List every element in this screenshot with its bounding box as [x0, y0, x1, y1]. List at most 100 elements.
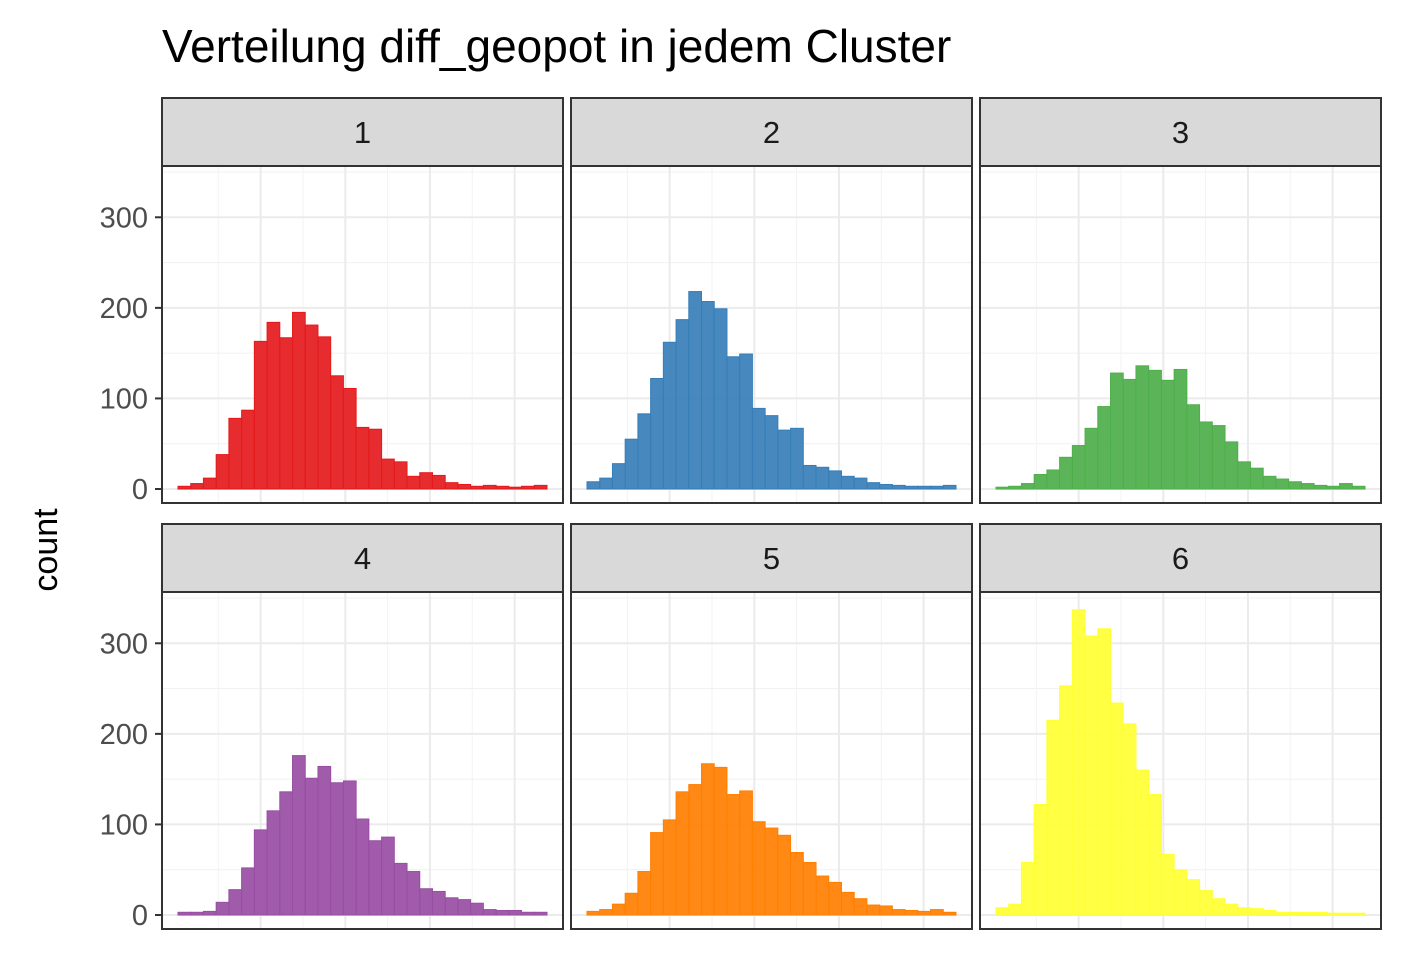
- histogram-bars: [995, 609, 1366, 916]
- histogram-bar: [917, 485, 932, 490]
- histogram-bar: [599, 477, 613, 490]
- histogram-bar: [521, 485, 535, 490]
- histogram-bar: [802, 861, 817, 916]
- histogram-bar: [533, 911, 548, 916]
- histogram-bar: [1097, 628, 1112, 916]
- histogram-bar: [1249, 908, 1264, 916]
- histogram-bar: [1300, 911, 1315, 916]
- histogram-bar: [1288, 481, 1302, 490]
- histogram-bar: [368, 840, 383, 916]
- facet-strip: [161, 97, 564, 167]
- histogram-bar: [521, 911, 535, 916]
- histogram-bar: [1033, 804, 1048, 916]
- histogram-bar: [1313, 484, 1328, 490]
- histogram-bar: [1275, 478, 1290, 490]
- histogram-bar: [624, 892, 639, 916]
- facet-strip-label: 5: [763, 541, 780, 576]
- histogram-bar: [1046, 469, 1061, 490]
- histogram-bar: [177, 485, 192, 490]
- histogram-bar: [701, 763, 715, 916]
- histogram-bar: [1249, 467, 1264, 490]
- histogram-bar: [995, 907, 1010, 916]
- histogram-bar: [1059, 456, 1073, 490]
- histogram-bar: [190, 483, 204, 490]
- facet-panel-3: 3: [979, 97, 1382, 504]
- histogram-bar: [675, 791, 690, 916]
- histogram-bar: [1326, 485, 1341, 490]
- histogram-bar: [1351, 485, 1366, 490]
- histogram-bar: [304, 324, 319, 490]
- histogram-bar: [879, 905, 893, 916]
- histogram-bar: [419, 472, 433, 490]
- panel-border: [161, 591, 564, 930]
- panel-border: [979, 591, 1382, 930]
- y-tick-label: 300: [100, 628, 148, 660]
- histogram-bar: [253, 829, 268, 916]
- histogram-bar: [355, 818, 370, 916]
- panel-border: [161, 165, 564, 504]
- histogram-bar: [431, 474, 446, 490]
- histogram-bar: [713, 766, 728, 916]
- histogram-bar: [381, 458, 395, 490]
- histogram-bar: [713, 308, 728, 490]
- histogram-bar: [241, 409, 255, 490]
- facet-strip-label: 3: [1172, 115, 1189, 150]
- histogram-bar: [1071, 445, 1086, 490]
- histogram-bar: [739, 790, 753, 916]
- histogram-bar: [470, 485, 484, 490]
- histogram-bar: [304, 777, 319, 916]
- histogram-bar: [1020, 483, 1035, 490]
- histogram-bar: [381, 836, 395, 916]
- histogram-bar: [1008, 485, 1022, 490]
- histogram-bar: [202, 910, 217, 916]
- histogram-bar: [215, 454, 230, 490]
- histogram-bar: [1339, 483, 1353, 490]
- histogram-bar: [1262, 909, 1277, 916]
- histogram-bar: [292, 311, 306, 490]
- histogram-bar: [815, 466, 830, 490]
- y-tick-label: 300: [100, 202, 148, 234]
- histogram-bar: [637, 871, 652, 916]
- histogram-bar: [190, 911, 204, 916]
- histogram-bar: [662, 341, 677, 490]
- histogram-bar: [637, 413, 652, 490]
- histogram-bar: [777, 834, 792, 916]
- histogram-bar: [228, 889, 243, 916]
- histogram-bar: [1326, 912, 1341, 916]
- histogram-bar: [1275, 911, 1290, 916]
- histogram-bar: [533, 484, 548, 490]
- histogram-bar: [508, 486, 523, 490]
- histogram-bar: [1262, 475, 1277, 490]
- histogram-bar: [355, 426, 370, 490]
- histogram-bar: [840, 475, 855, 490]
- histogram-bar: [942, 911, 957, 916]
- histogram-bar: [1313, 911, 1328, 916]
- histogram-bar: [624, 438, 639, 490]
- histogram-bar: [853, 898, 868, 916]
- histogram-bar: [444, 897, 459, 916]
- facet-grid: 1 0 100 200 300 2 3 4 0 100 200 300 5 6: [100, 97, 1382, 932]
- histogram-bar: [1160, 379, 1175, 490]
- panel-gridlines: [571, 592, 972, 929]
- histogram-bar: [1097, 406, 1112, 490]
- histogram-bar: [586, 481, 601, 490]
- histogram-bar: [1199, 890, 1213, 916]
- histogram-bar: [904, 909, 919, 916]
- histogram-bars: [177, 755, 548, 916]
- histogram-bar: [1173, 368, 1188, 490]
- histogram-bar: [611, 903, 626, 916]
- panel-border: [570, 591, 973, 930]
- histogram-bar: [1122, 723, 1137, 916]
- histogram-bar: [241, 867, 255, 916]
- histogram-bar: [406, 475, 421, 490]
- facet-panel-1: 1 0 100 200 300: [100, 97, 564, 506]
- histogram-bar: [739, 353, 753, 490]
- facet-strip-label: 6: [1172, 541, 1189, 576]
- histogram-bar: [701, 301, 715, 490]
- histogram-bar: [457, 483, 472, 490]
- panel-border: [979, 165, 1382, 504]
- histogram-bar: [1186, 879, 1201, 916]
- histogram-bar: [777, 429, 792, 490]
- histogram-bar: [866, 482, 881, 490]
- y-tick-label: 200: [100, 719, 148, 751]
